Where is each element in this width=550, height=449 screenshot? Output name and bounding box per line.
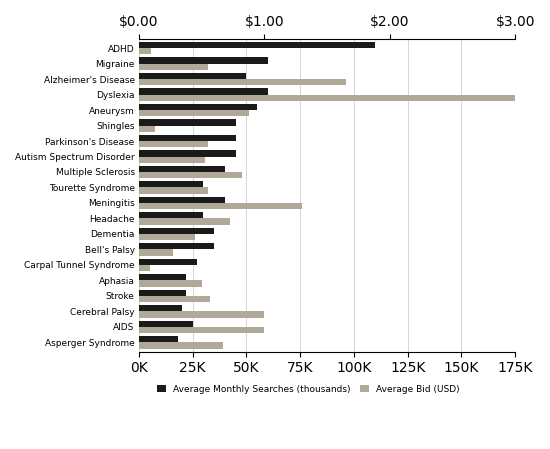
Bar [139,234,195,240]
Bar [139,48,151,54]
Bar [139,305,182,312]
Bar [139,110,249,116]
Bar [139,203,302,209]
Bar [139,265,150,271]
Bar [139,336,178,343]
Bar [139,259,197,265]
Bar [139,73,246,79]
Bar [139,296,210,302]
Bar [139,212,204,219]
Bar [139,119,235,126]
Bar [139,150,235,157]
Bar [139,188,208,194]
Bar [139,157,205,163]
Bar [139,166,225,172]
Bar [139,79,346,85]
Bar [139,94,515,101]
Bar [139,126,155,132]
Bar [139,250,173,255]
Bar [139,63,208,70]
Bar [139,88,268,94]
Bar [139,57,268,63]
Bar [139,141,208,147]
Bar [139,281,201,286]
Bar [139,172,241,178]
Bar [139,42,376,48]
Bar [139,104,257,110]
Bar [139,135,235,141]
Bar [139,343,223,349]
Bar [139,243,214,250]
Bar [139,290,186,296]
Bar [139,228,214,234]
Bar [139,274,186,281]
Legend: Average Monthly Searches (thousands), Average Bid (USD): Average Monthly Searches (thousands), Av… [153,381,463,397]
Bar [139,327,265,333]
Bar [139,219,230,224]
Bar [139,181,204,188]
Bar [139,197,225,203]
Bar [139,321,192,327]
Bar [139,312,265,318]
